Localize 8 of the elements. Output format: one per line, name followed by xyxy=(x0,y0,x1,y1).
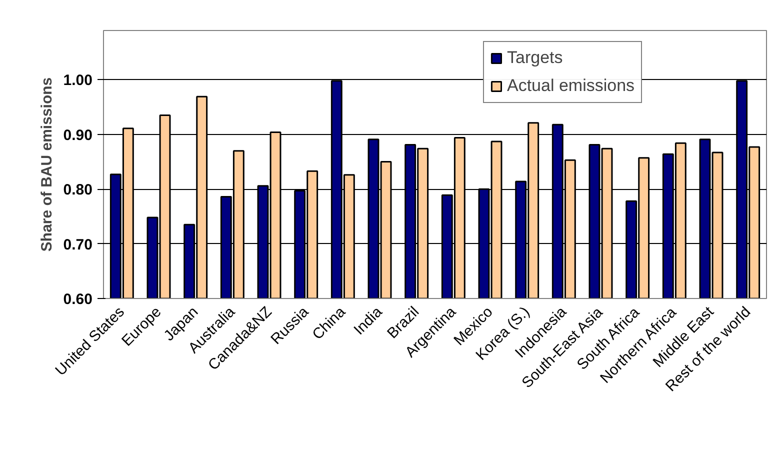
y-tick-label: 1.00 xyxy=(63,72,93,90)
y-tick-label: 0.70 xyxy=(63,236,93,254)
y-axis-title: Share of BAU emissions xyxy=(38,77,56,252)
legend-label: Actual emissions xyxy=(507,76,635,96)
legend-label: Targets xyxy=(507,48,563,68)
y-tick-label: 0.90 xyxy=(63,126,93,144)
y-tick-label: 0.60 xyxy=(63,291,93,308)
y-tick-label: 0.80 xyxy=(63,182,93,199)
